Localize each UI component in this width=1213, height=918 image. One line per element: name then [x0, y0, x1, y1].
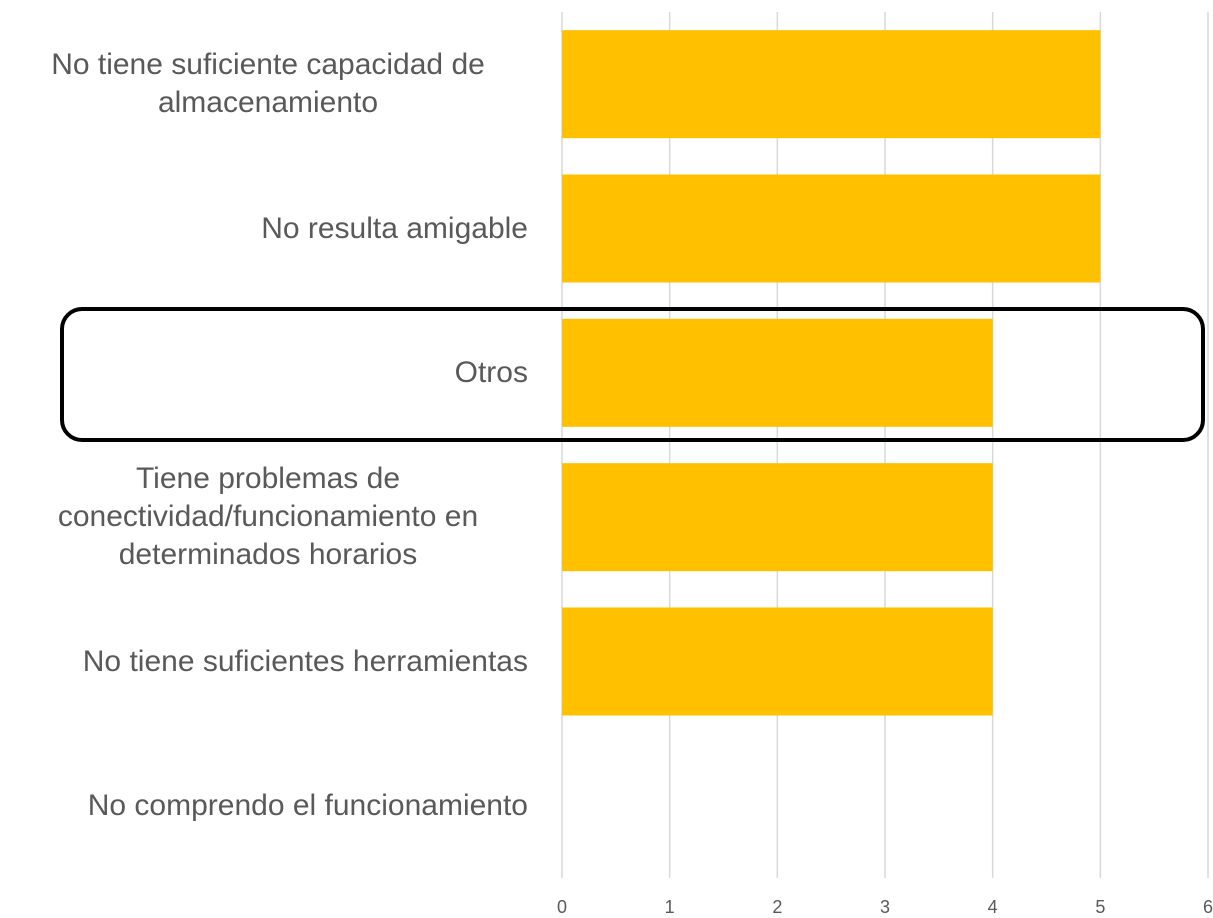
- x-tick-label: 4: [988, 897, 998, 917]
- x-tick-label: 6: [1203, 897, 1213, 917]
- category-label-wrap: No resulta amigable: [8, 157, 528, 301]
- category-label: Otros: [454, 355, 528, 389]
- bar: [562, 30, 1101, 139]
- highlight-box: [60, 307, 1205, 442]
- category-label-wrap: Otros: [8, 301, 528, 445]
- category-label: Tiene problemas de conectividad/funciona…: [57, 462, 479, 572]
- bar: [562, 463, 993, 572]
- x-tick-label: 5: [1095, 897, 1105, 917]
- bars: [562, 30, 1101, 716]
- category-label-box: Tiene problemas de conectividad/funciona…: [8, 445, 528, 589]
- category-label-box: No tiene suficientes herramientas: [8, 590, 528, 734]
- category-label: No resulta amigable: [261, 211, 528, 245]
- x-tick-label: 1: [665, 897, 675, 917]
- category-label: No comprendo el funcionamiento: [87, 788, 528, 822]
- category-label-wrap: Tiene problemas de conectividad/funciona…: [8, 445, 528, 589]
- bar: [562, 607, 993, 716]
- category-label-box: No comprendo el funcionamiento: [8, 734, 528, 878]
- category-label-wrap: No tiene suficiente capacidad de almacen…: [8, 12, 528, 156]
- category-label-box: No resulta amigable: [8, 157, 528, 301]
- category-label: No tiene suficiente capacidad de almacen…: [51, 48, 485, 120]
- x-tick-label: 3: [880, 897, 890, 917]
- category-label-box: Otros: [8, 301, 528, 445]
- grid: [561, 12, 1209, 878]
- x-tick-label: 0: [557, 897, 567, 917]
- category-label: No tiene suficientes herramientas: [82, 644, 528, 678]
- category-label-wrap: No comprendo el funcionamiento: [8, 734, 528, 878]
- category-label-wrap: No tiene suficientes herramientas: [8, 590, 528, 734]
- bar: [562, 174, 1101, 283]
- category-label-box: No tiene suficiente capacidad de almacen…: [8, 12, 528, 156]
- bar: [562, 318, 993, 427]
- x-tick-label: 2: [772, 897, 782, 917]
